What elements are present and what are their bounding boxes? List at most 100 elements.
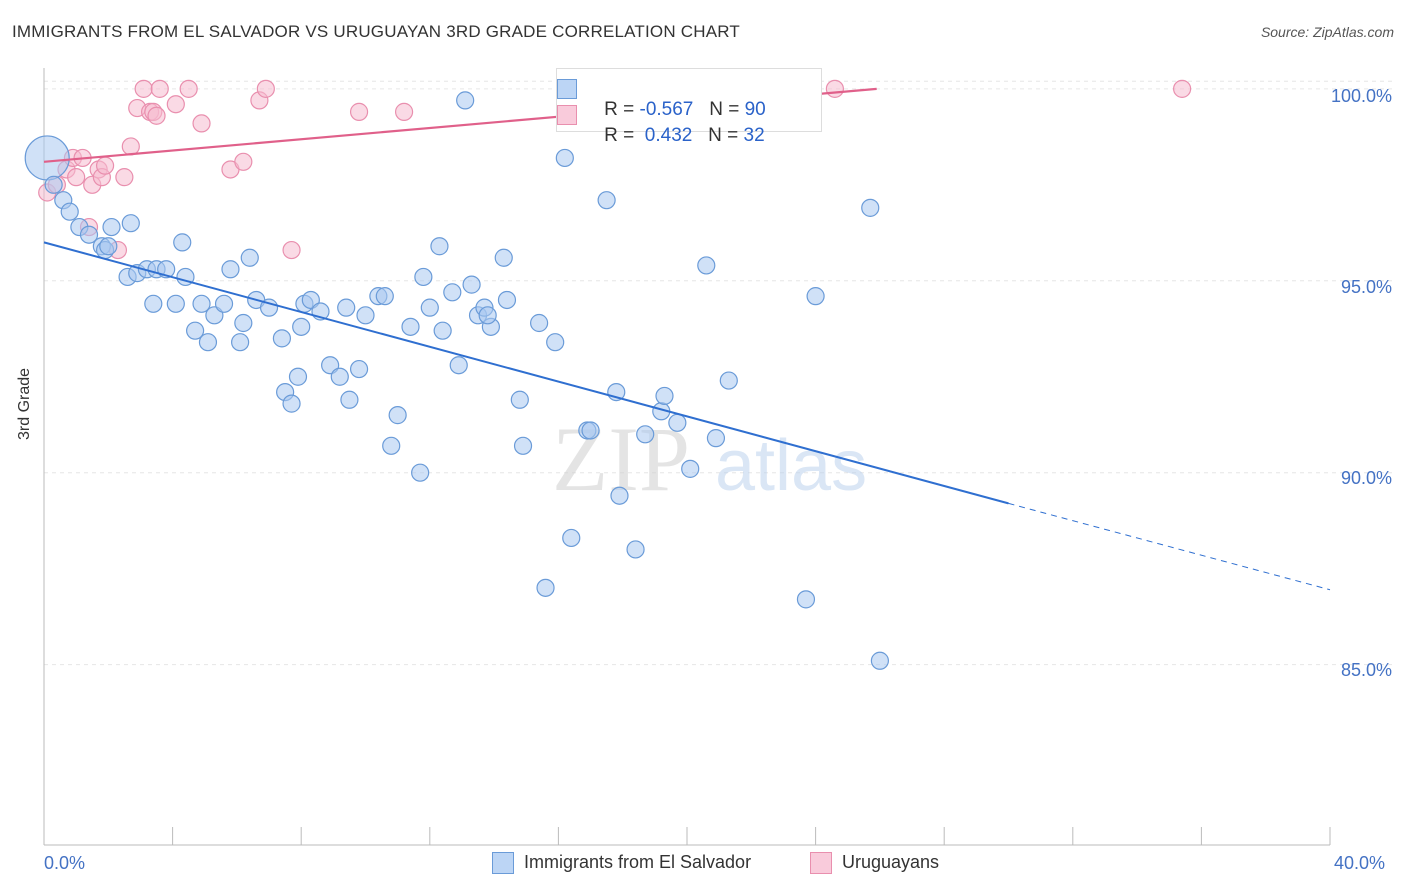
legend-row-uruguayans: R = 0.432 N = 32 bbox=[557, 103, 765, 169]
data-point bbox=[388, 406, 407, 425]
legend-row-el-salvador: R = -0.567 N = 90 bbox=[557, 77, 766, 143]
legend-swatch-blue bbox=[492, 852, 514, 875]
data-point bbox=[597, 191, 616, 210]
data-point bbox=[497, 290, 517, 310]
data-point bbox=[221, 260, 240, 279]
data-point bbox=[214, 294, 234, 313]
data-point bbox=[530, 313, 549, 333]
data-point bbox=[681, 459, 700, 478]
trend-line-el-salvador bbox=[43, 241, 1009, 505]
data-point bbox=[234, 152, 253, 171]
data-point bbox=[433, 321, 452, 340]
data-point bbox=[443, 283, 462, 302]
data-point bbox=[150, 79, 169, 98]
data-point bbox=[420, 298, 439, 317]
y-axis-label: 3rd Grade bbox=[16, 367, 33, 440]
data-point bbox=[861, 198, 880, 217]
data-point bbox=[340, 390, 359, 409]
data-point bbox=[44, 175, 63, 194]
data-point bbox=[536, 578, 555, 597]
data-point bbox=[115, 168, 134, 187]
correlation-legend: R = -0.567 N = 90 R = 0.432 N = 32 bbox=[556, 68, 822, 146]
data-point bbox=[414, 267, 433, 287]
data-point bbox=[60, 202, 79, 221]
data-point bbox=[456, 91, 475, 110]
data-point bbox=[697, 256, 716, 275]
data-point bbox=[555, 148, 574, 168]
watermark-atlas: atlas bbox=[715, 426, 867, 506]
data-point bbox=[134, 79, 153, 98]
data-point bbox=[513, 436, 533, 455]
series-el-salvador bbox=[24, 91, 890, 670]
data-point bbox=[192, 294, 211, 313]
data-point bbox=[394, 102, 414, 121]
data-point bbox=[337, 298, 356, 317]
data-point bbox=[349, 102, 369, 121]
data-point bbox=[668, 413, 687, 432]
data-point bbox=[79, 225, 99, 244]
data-point bbox=[67, 168, 86, 187]
data-point bbox=[825, 79, 844, 98]
data-point bbox=[330, 367, 349, 386]
data-point bbox=[1173, 79, 1192, 98]
data-point bbox=[796, 590, 816, 609]
data-point bbox=[192, 114, 211, 133]
data-point bbox=[173, 233, 192, 252]
r-value: 0.432 bbox=[644, 125, 693, 146]
y-tick-label: 100.0% bbox=[1330, 86, 1392, 106]
data-point bbox=[449, 356, 468, 375]
data-point bbox=[147, 106, 166, 125]
data-point bbox=[411, 463, 430, 482]
source-credit: Source: ZipAtlas.com bbox=[1260, 24, 1394, 40]
data-point bbox=[272, 329, 292, 348]
data-point bbox=[99, 237, 118, 256]
data-point bbox=[166, 294, 185, 313]
trend-line-extension bbox=[1008, 502, 1331, 591]
r-value: -0.567 bbox=[639, 99, 694, 120]
data-point bbox=[256, 79, 275, 98]
data-point bbox=[282, 240, 301, 260]
series-legend-uruguayans: Uruguayans bbox=[810, 852, 939, 875]
data-point bbox=[494, 248, 513, 267]
data-point bbox=[166, 95, 185, 114]
data-point bbox=[546, 333, 565, 352]
data-point bbox=[121, 137, 140, 156]
data-point bbox=[375, 287, 394, 306]
data-point bbox=[462, 275, 481, 294]
data-point bbox=[610, 486, 629, 505]
series-uruguayans bbox=[38, 79, 1192, 260]
data-point bbox=[231, 333, 250, 352]
data-point bbox=[382, 436, 401, 455]
data-point bbox=[121, 214, 140, 233]
chart-title: IMMIGRANTS FROM EL SALVADOR VS URUGUAYAN… bbox=[12, 22, 741, 41]
data-point bbox=[259, 298, 279, 317]
data-point bbox=[198, 333, 218, 352]
data-point bbox=[636, 425, 655, 444]
data-point bbox=[562, 528, 581, 548]
data-point bbox=[478, 306, 497, 325]
y-tick-label: 90.0% bbox=[1340, 468, 1392, 488]
data-point bbox=[102, 217, 121, 237]
data-point bbox=[626, 540, 645, 559]
data-point bbox=[349, 359, 369, 379]
n-value: 32 bbox=[743, 125, 765, 146]
y-tick-label: 95.0% bbox=[1340, 277, 1392, 297]
data-point bbox=[288, 367, 308, 386]
data-point bbox=[234, 313, 253, 333]
data-point bbox=[401, 317, 420, 336]
data-point bbox=[510, 390, 529, 409]
data-point bbox=[240, 248, 259, 267]
legend-swatch-pink bbox=[810, 852, 832, 875]
data-point bbox=[24, 135, 70, 181]
data-point bbox=[870, 651, 890, 670]
data-point bbox=[655, 386, 674, 406]
data-point bbox=[581, 421, 600, 440]
watermark: ZIP atlas bbox=[552, 408, 867, 510]
data-point bbox=[186, 321, 205, 340]
series-legend-el-salvador: Immigrants from El Salvador bbox=[492, 852, 751, 875]
data-point bbox=[806, 287, 825, 306]
data-point bbox=[430, 237, 449, 256]
x-tick-label-min: 0.0% bbox=[44, 853, 86, 873]
legend-swatch-blue bbox=[557, 79, 577, 99]
